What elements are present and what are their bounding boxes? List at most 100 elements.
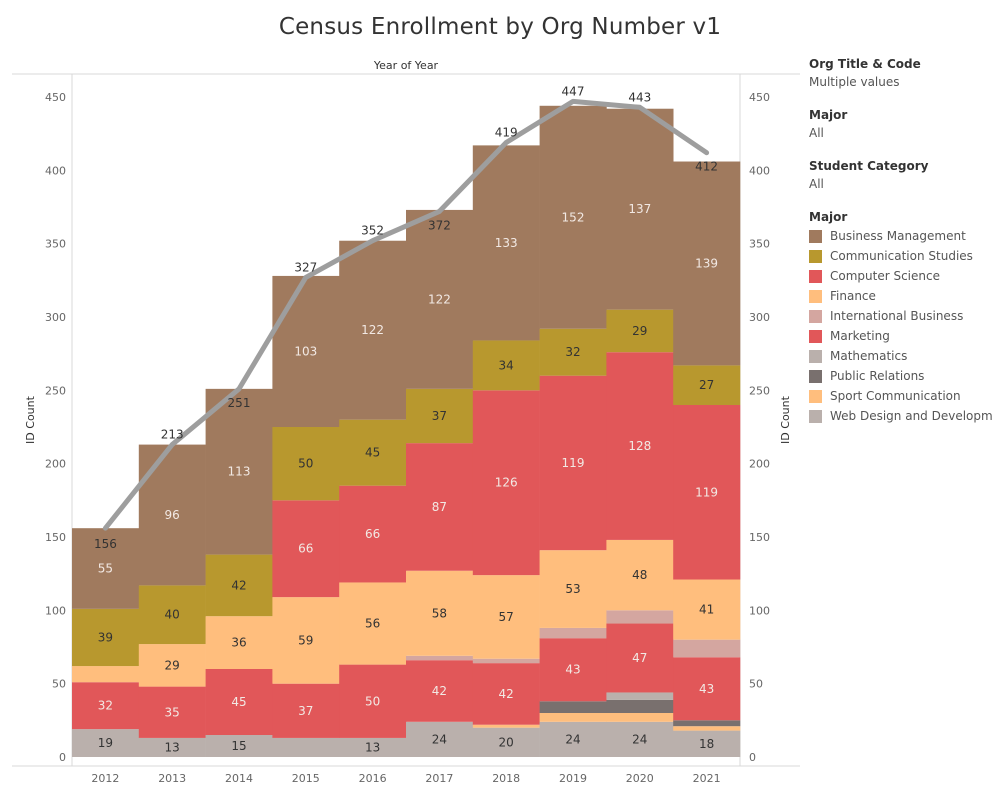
bar-segment[interactable] xyxy=(539,638,607,702)
bar-segment[interactable] xyxy=(72,682,140,730)
bar-segment[interactable] xyxy=(472,663,540,725)
bar-segment[interactable] xyxy=(472,727,540,757)
bar-segment[interactable] xyxy=(406,570,474,656)
y-tick-label-right: 250 xyxy=(749,384,770,397)
segment-label: 53 xyxy=(565,582,580,596)
bar-segment[interactable] xyxy=(606,712,674,722)
bar-segment[interactable] xyxy=(673,365,741,405)
bar-segment[interactable] xyxy=(539,701,607,713)
filter-major[interactable]: Major All xyxy=(809,107,994,143)
bar-segment[interactable] xyxy=(606,309,674,353)
bar-segment[interactable] xyxy=(606,623,674,693)
bar-segment[interactable] xyxy=(205,388,273,555)
bar-segment[interactable] xyxy=(606,699,674,713)
bar-segment[interactable] xyxy=(606,539,674,611)
bar-segment[interactable] xyxy=(406,209,474,389)
legend-item[interactable]: Computer Science xyxy=(809,266,994,286)
segment-label: 133 xyxy=(495,236,518,250)
bar-segment[interactable] xyxy=(205,616,273,669)
y-tick-label-left: 150 xyxy=(45,531,66,544)
filter-student-category[interactable]: Student Category All xyxy=(809,158,994,194)
bar-segment[interactable] xyxy=(72,666,140,683)
bar-segment[interactable] xyxy=(138,444,206,586)
legend-item[interactable]: International Business xyxy=(809,306,994,326)
bar-segment[interactable] xyxy=(673,657,741,721)
bar-segment[interactable] xyxy=(138,585,206,645)
bar-segment[interactable] xyxy=(339,664,407,738)
total-label: 251 xyxy=(228,396,251,410)
bar-segment[interactable] xyxy=(472,145,540,341)
segment-label: 36 xyxy=(231,636,246,650)
bar-segment[interactable] xyxy=(72,608,140,667)
legend-label: Marketing xyxy=(830,329,890,343)
bar-segment[interactable] xyxy=(539,328,607,376)
bar-segment[interactable] xyxy=(472,390,540,576)
bar-segment[interactable] xyxy=(539,375,607,551)
bar-segment[interactable] xyxy=(606,352,674,540)
legend-item[interactable]: Public Relations xyxy=(809,366,994,386)
bar-segment[interactable] xyxy=(339,582,407,665)
bar-segment[interactable] xyxy=(539,721,607,757)
filter-value[interactable]: All xyxy=(809,177,824,191)
bar-segment[interactable] xyxy=(272,275,340,427)
bar-segment[interactable] xyxy=(339,485,407,583)
legend-item[interactable]: Marketing xyxy=(809,326,994,346)
legend-item[interactable]: Mathematics xyxy=(809,346,994,366)
bar-segment[interactable] xyxy=(205,668,273,735)
bar-segment[interactable] xyxy=(472,724,540,728)
bar-segment[interactable] xyxy=(205,734,273,757)
filter-value[interactable]: All xyxy=(809,126,824,140)
bar-segment[interactable] xyxy=(205,554,273,617)
total-label: 352 xyxy=(361,224,384,238)
bar-segment[interactable] xyxy=(606,721,674,757)
bar-segment[interactable] xyxy=(673,161,741,366)
segment-label: 48 xyxy=(632,568,647,582)
legend-label: Sport Communication xyxy=(830,389,961,403)
bar-segment[interactable] xyxy=(406,443,474,571)
bar-segment[interactable] xyxy=(673,720,741,727)
legend-item[interactable]: Sport Communication xyxy=(809,386,994,406)
legend-item[interactable]: Communication Studies xyxy=(809,246,994,266)
bar-segment[interactable] xyxy=(539,712,607,722)
bar-segment[interactable] xyxy=(673,730,741,757)
bar-segment[interactable] xyxy=(72,729,140,757)
bar-segment[interactable] xyxy=(339,419,407,486)
legend-swatch xyxy=(809,409,822,423)
legend-item[interactable]: Web Design and Developm.. xyxy=(809,406,994,426)
bar-segment[interactable] xyxy=(339,737,407,757)
bar-segment[interactable] xyxy=(72,528,140,609)
bar-segment[interactable] xyxy=(673,404,741,580)
legend-label: Web Design and Developm.. xyxy=(830,409,994,423)
legend-item[interactable]: Business Management xyxy=(809,226,994,246)
legend-item[interactable]: Finance xyxy=(809,286,994,306)
bar-segment[interactable] xyxy=(539,627,607,639)
bar-segment[interactable] xyxy=(472,575,540,659)
bar-segment[interactable] xyxy=(138,644,206,687)
bar-segment[interactable] xyxy=(606,610,674,624)
bar-segment[interactable] xyxy=(272,597,340,684)
bar-segment[interactable] xyxy=(673,726,741,731)
bar-segment[interactable] xyxy=(272,737,340,757)
bar-segment[interactable] xyxy=(272,683,340,738)
bar-segment[interactable] xyxy=(406,388,474,444)
bar-segment[interactable] xyxy=(606,692,674,700)
bar-segment[interactable] xyxy=(406,660,474,722)
bar-segment[interactable] xyxy=(406,721,474,757)
filter-org-title[interactable]: Org Title & Code Multiple values xyxy=(809,56,994,92)
bar-segment[interactable] xyxy=(406,655,474,661)
bar-segment[interactable] xyxy=(138,737,206,757)
bar-segment[interactable] xyxy=(472,658,540,664)
filter-value[interactable]: Multiple values xyxy=(809,75,900,89)
bar-segment[interactable] xyxy=(272,426,340,501)
bar-segment[interactable] xyxy=(539,105,607,329)
bar-segment[interactable] xyxy=(472,340,540,391)
bar-segment[interactable] xyxy=(339,240,407,420)
segment-label: 29 xyxy=(165,658,180,672)
bar-segment[interactable] xyxy=(673,639,741,658)
y-tick-label-left: 200 xyxy=(45,458,66,471)
bar-segment[interactable] xyxy=(138,686,206,738)
bar-segment[interactable] xyxy=(539,550,607,628)
bar-segment[interactable] xyxy=(272,500,340,598)
bar-segment[interactable] xyxy=(673,579,741,640)
bar-segment[interactable] xyxy=(606,108,674,310)
